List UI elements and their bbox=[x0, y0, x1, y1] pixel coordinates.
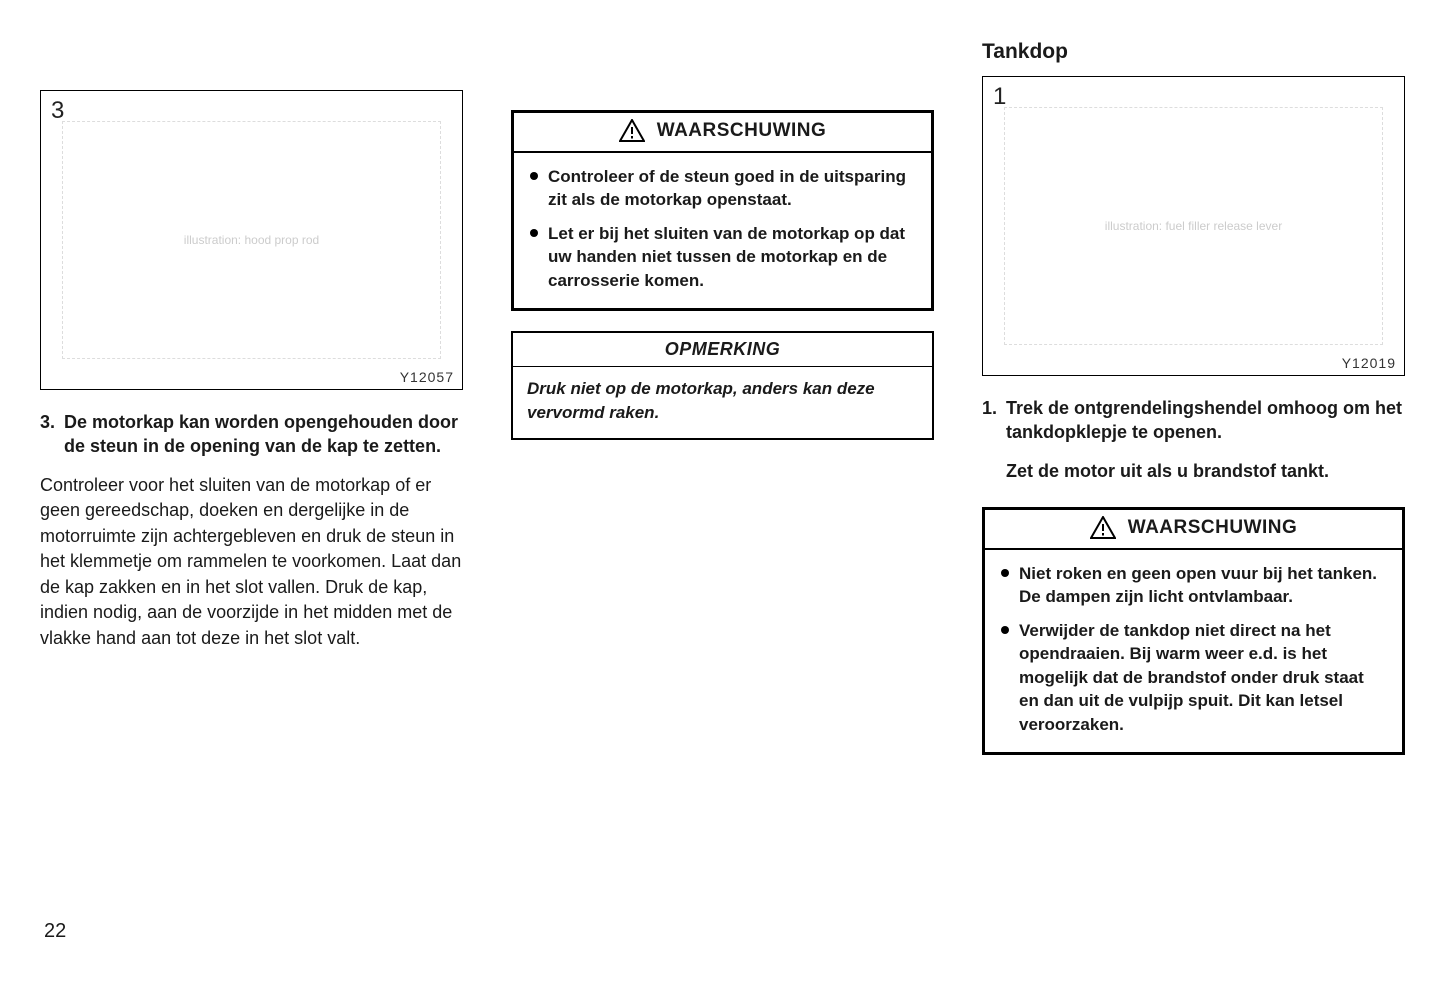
column-2: WAARSCHUWING Controleer of de steun goed… bbox=[511, 90, 934, 775]
step-text: De motorkap kan worden opengehouden door… bbox=[64, 410, 463, 459]
figure-hood-prop: 3 illustration: hood prop rod Y12057 bbox=[40, 90, 463, 390]
warning-header: WAARSCHUWING bbox=[514, 113, 931, 153]
step-1: 1. Trek de ontgrendelingshendel omhoog o… bbox=[982, 396, 1405, 445]
warning-title: WAARSCHUWING bbox=[1128, 517, 1298, 539]
figure-code: Y12019 bbox=[1342, 355, 1396, 371]
note-body: Druk niet op de motorkap, anders kan dez… bbox=[513, 367, 932, 438]
warning-body: Niet roken en geen open vuur bij het tan… bbox=[985, 550, 1402, 752]
warning-box-fuel: WAARSCHUWING Niet roken en geen open vuu… bbox=[982, 507, 1405, 755]
warning-body: Controleer of de steun goed in de uitspa… bbox=[514, 153, 931, 308]
body-paragraph: Controleer voor het sluiten van de motor… bbox=[40, 473, 463, 652]
page-number: 22 bbox=[44, 920, 66, 943]
figure-number: 3 bbox=[51, 97, 64, 125]
warning-item: Niet roken en geen open vuur bij het tan… bbox=[999, 562, 1388, 609]
note-title: OPMERKING bbox=[513, 333, 932, 367]
warning-triangle-icon bbox=[619, 119, 645, 143]
warning-title: WAARSCHUWING bbox=[657, 120, 827, 142]
step-subtext: Zet de motor uit als u brandstof tankt. bbox=[1006, 459, 1405, 483]
figure-illustration: illustration: hood prop rod bbox=[62, 121, 441, 359]
warning-item: Let er bij het sluiten van de motorkap o… bbox=[528, 222, 917, 292]
step-3: 3. De motorkap kan worden opengehouden d… bbox=[40, 410, 463, 459]
figure-illustration: illustration: fuel filler release lever bbox=[1004, 107, 1383, 345]
page-content: 3 illustration: hood prop rod Y12057 3. … bbox=[40, 90, 1405, 775]
figure-fuel-release: 1 illustration: fuel filler release leve… bbox=[982, 76, 1405, 376]
figure-code: Y12057 bbox=[400, 369, 454, 385]
warning-item: Verwijder de tankdop niet direct na het … bbox=[999, 619, 1388, 736]
warning-triangle-icon bbox=[1090, 516, 1116, 540]
warning-box-hood: WAARSCHUWING Controleer of de steun goed… bbox=[511, 110, 934, 311]
step-number: 1. bbox=[982, 396, 1006, 445]
step-number: 3. bbox=[40, 410, 64, 459]
note-box: OPMERKING Druk niet op de motorkap, ande… bbox=[511, 331, 934, 440]
step-text: Trek de ontgrendelingshendel omhoog om h… bbox=[1006, 396, 1405, 445]
warning-header: WAARSCHUWING bbox=[985, 510, 1402, 550]
column-1: 3 illustration: hood prop rod Y12057 3. … bbox=[40, 90, 463, 775]
figure-number: 1 bbox=[993, 83, 1006, 111]
warning-item: Controleer of de steun goed in de uitspa… bbox=[528, 165, 917, 212]
section-title-tankdop: Tankdop bbox=[982, 40, 1405, 64]
column-3: Tankdop 1 illustration: fuel filler rele… bbox=[982, 90, 1405, 775]
